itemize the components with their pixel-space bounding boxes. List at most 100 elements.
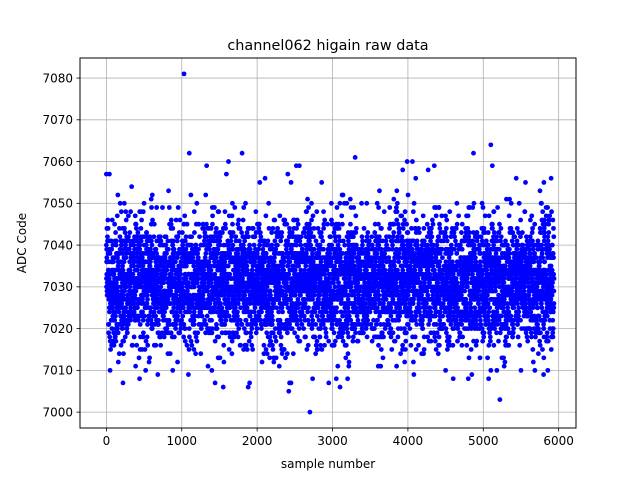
data-point: [281, 267, 286, 273]
data-point: [211, 296, 217, 302]
data-point: [131, 263, 137, 269]
data-point: [394, 209, 400, 215]
data-point: [364, 267, 369, 273]
data-point: [116, 309, 122, 315]
data-point: [189, 342, 195, 348]
data-point: [161, 334, 167, 340]
data-point: [245, 288, 251, 294]
data-point: [181, 322, 187, 327]
data-point: [351, 251, 357, 256]
data-point: [464, 276, 470, 281]
data-point: [466, 355, 472, 361]
data-point: [310, 251, 315, 256]
data-point: [126, 238, 132, 244]
data-point: [251, 309, 257, 315]
data-point: [397, 313, 403, 319]
data-point: [202, 230, 208, 235]
data-point: [143, 338, 149, 344]
data-point: [106, 322, 112, 327]
data-point: [133, 288, 139, 294]
data-point: [146, 359, 152, 365]
data-point: [466, 234, 472, 240]
data-point: [413, 217, 419, 223]
data-point: [154, 305, 160, 311]
data-point: [428, 225, 434, 231]
data-point: [140, 317, 146, 323]
data-point: [208, 267, 214, 273]
data-point: [105, 217, 111, 223]
data-point: [151, 255, 157, 261]
data-point: [427, 317, 433, 323]
data-point: [172, 276, 177, 281]
data-point: [278, 334, 284, 340]
data-point: [440, 313, 446, 319]
data-point: [305, 342, 311, 348]
data-point: [448, 242, 454, 248]
data-point: [231, 292, 237, 298]
data-point: [412, 317, 418, 323]
data-point: [217, 238, 223, 244]
data-point: [239, 322, 245, 327]
data-point: [217, 355, 223, 361]
data-point: [372, 230, 378, 235]
data-point: [314, 338, 320, 344]
data-point: [400, 267, 406, 273]
data-point: [350, 334, 356, 340]
data-point: [449, 259, 455, 265]
data-point: [111, 330, 117, 336]
data-point: [322, 217, 328, 223]
data-point: [459, 322, 465, 327]
data-point: [249, 326, 255, 332]
data-point: [194, 200, 200, 206]
data-point: [190, 301, 196, 306]
data-point: [213, 230, 219, 235]
data-point: [451, 230, 457, 235]
data-point: [472, 251, 477, 256]
data-point: [437, 317, 443, 323]
data-point: [142, 347, 148, 352]
data-point: [299, 309, 305, 315]
data-point: [153, 259, 159, 265]
data-point: [253, 322, 259, 327]
data-point: [430, 263, 436, 269]
data-point: [244, 263, 250, 269]
data-point: [417, 309, 422, 315]
data-point: [310, 296, 315, 302]
data-point: [375, 288, 381, 294]
data-point: [352, 301, 358, 306]
data-point: [309, 200, 314, 206]
data-point: [376, 234, 382, 240]
data-point: [318, 259, 324, 265]
data-point: [181, 251, 187, 256]
data-point: [206, 259, 212, 265]
data-point: [394, 200, 400, 206]
data-point: [421, 347, 427, 352]
data-point: [450, 342, 456, 348]
data-point: [155, 280, 160, 286]
data-point: [118, 284, 124, 290]
data-point: [204, 313, 210, 319]
data-point: [354, 242, 359, 248]
data-point: [421, 238, 427, 244]
data-point: [348, 284, 354, 290]
data-point: [112, 221, 117, 227]
data-point: [177, 330, 183, 336]
data-point: [297, 338, 303, 344]
data-point: [156, 322, 161, 327]
data-point: [196, 246, 201, 252]
data-point: [241, 326, 247, 332]
data-point: [365, 230, 371, 235]
data-point: [180, 242, 186, 248]
data-point: [434, 242, 440, 248]
data-point: [436, 234, 442, 240]
data-point: [317, 276, 323, 281]
data-point: [115, 255, 120, 261]
data-point: [432, 338, 438, 344]
data-point: [351, 205, 357, 210]
data-point: [114, 213, 120, 219]
data-point: [242, 246, 247, 252]
data-point: [337, 255, 343, 261]
data-point: [301, 326, 307, 332]
data-point: [287, 322, 293, 327]
data-point: [235, 288, 241, 294]
